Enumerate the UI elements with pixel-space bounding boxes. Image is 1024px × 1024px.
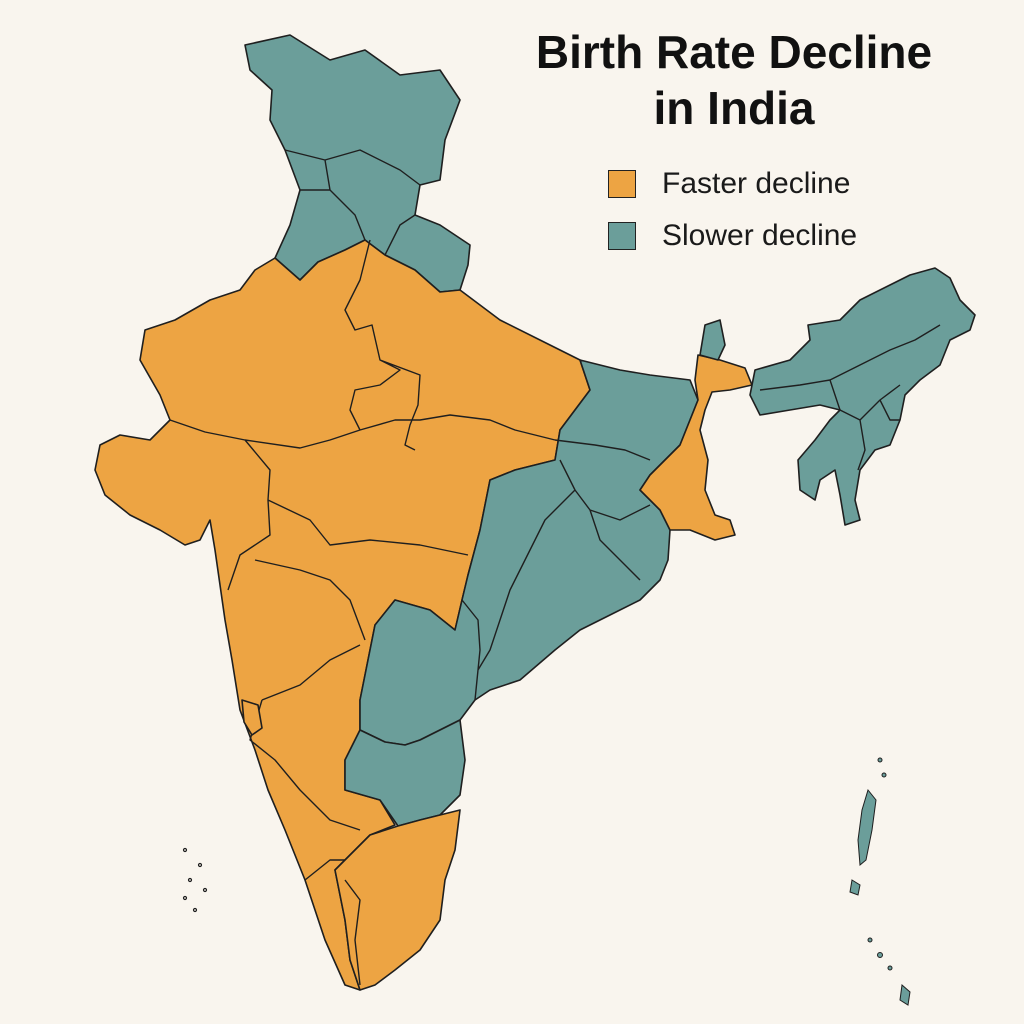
legend-item-faster: Faster decline <box>608 164 857 204</box>
north-border-lines <box>284 149 421 256</box>
andaman-nicobar-islands <box>849 757 911 1006</box>
legend-item-slower: Slower decline <box>608 216 857 256</box>
title-line-2: in India <box>653 82 815 134</box>
region-sikkim <box>699 319 726 361</box>
south-border-lines <box>344 879 361 986</box>
northeast-border-lines <box>759 324 941 471</box>
region-south-slower <box>344 719 466 827</box>
lakshadweep-islands <box>182 847 208 913</box>
region-south-faster <box>334 809 461 991</box>
title-line-1: Birth Rate Decline <box>535 26 933 78</box>
region-goa <box>241 699 263 736</box>
legend-label-slower: Slower decline <box>662 219 858 252</box>
legend-swatch-slower <box>608 222 636 250</box>
legend-swatch-faster <box>608 170 636 198</box>
west-border-lines <box>169 239 556 881</box>
region-east-faster <box>639 354 753 541</box>
east-border-lines <box>461 439 651 701</box>
region-northeast-slower <box>749 267 976 526</box>
map-title: Birth Rate Decline in India <box>494 24 974 136</box>
legend-label-faster: Faster decline <box>662 167 851 200</box>
legend: Faster decline Slower decline <box>608 164 857 268</box>
